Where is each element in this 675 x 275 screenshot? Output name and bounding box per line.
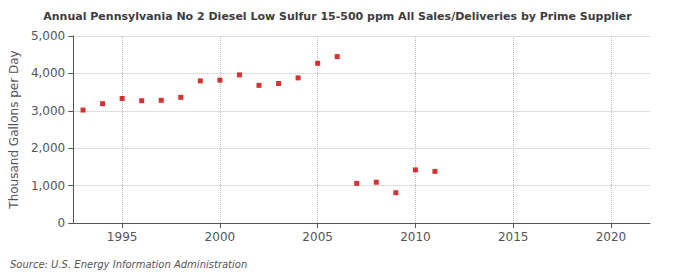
svg-text:Thousand Gallons per Day: Thousand Gallons per Day [7,50,21,209]
svg-text:0: 0 [58,216,66,230]
svg-text:Annual Pennsylvania No 2 Diese: Annual Pennsylvania No 2 Diesel Low Sulf… [43,10,632,23]
svg-text:5,000: 5,000 [31,29,65,43]
svg-text:1,000: 1,000 [31,179,65,193]
svg-text:2,000: 2,000 [31,141,65,155]
svg-text:2020: 2020 [596,230,627,244]
svg-text:2000: 2000 [205,230,236,244]
svg-text:Source: U.S. Energy Informatio: Source: U.S. Energy Information Administ… [10,259,247,270]
svg-text:4,000: 4,000 [31,66,65,80]
svg-text:2005: 2005 [302,230,333,244]
svg-text:1995: 1995 [107,230,138,244]
svg-text:2010: 2010 [400,230,431,244]
svg-text:3,000: 3,000 [31,104,65,118]
svg-text:2015: 2015 [498,230,529,244]
